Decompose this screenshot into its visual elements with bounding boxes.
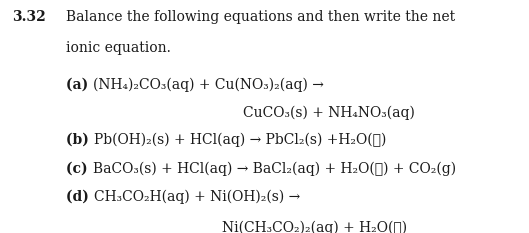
Text: CH₃CO₂H(aq) + Ni(OH)₂(s) →: CH₃CO₂H(aq) + Ni(OH)₂(s) →: [94, 190, 300, 204]
Text: (NH₄)₂CO₃(aq) + Cu(NO₃)₂(aq) →: (NH₄)₂CO₃(aq) + Cu(NO₃)₂(aq) →: [93, 78, 324, 93]
Text: Ni(CH₃CO₂)₂(aq) + H₂O(ℓ): Ni(CH₃CO₂)₂(aq) + H₂O(ℓ): [222, 220, 407, 233]
Text: BaCO₃(s) + HCl(aq) → BaCl₂(aq) + H₂O(ℓ) + CO₂(g): BaCO₃(s) + HCl(aq) → BaCl₂(aq) + H₂O(ℓ) …: [93, 162, 456, 176]
Text: Pb(OH)₂(s) + HCl(aq) → PbCl₂(s) +H₂O(ℓ): Pb(OH)₂(s) + HCl(aq) → PbCl₂(s) +H₂O(ℓ): [94, 133, 386, 147]
Text: Balance the following equations and then write the net: Balance the following equations and then…: [66, 10, 455, 24]
Text: (d): (d): [66, 190, 94, 204]
Text: (a): (a): [66, 78, 93, 92]
Text: 3.32: 3.32: [12, 10, 45, 24]
Text: ionic equation.: ionic equation.: [66, 41, 171, 55]
Text: CuCO₃(s) + NH₄NO₃(aq): CuCO₃(s) + NH₄NO₃(aq): [243, 106, 415, 120]
Text: (c): (c): [66, 162, 93, 176]
Text: (b): (b): [66, 133, 94, 147]
